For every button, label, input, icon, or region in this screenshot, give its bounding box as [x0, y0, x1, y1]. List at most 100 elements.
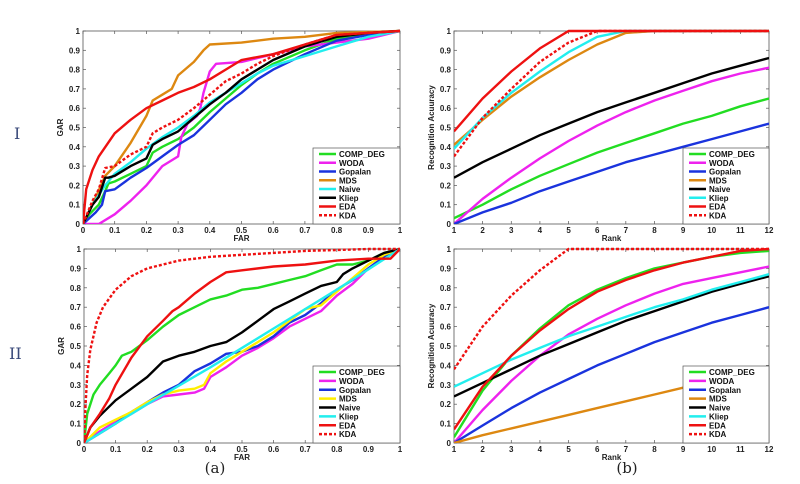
y-tick-label: 1 — [76, 27, 81, 36]
x-tick-label: 0.3 — [173, 226, 185, 235]
x-axis-label: FAR — [234, 234, 250, 243]
y-tick-label: 1 — [447, 27, 452, 36]
x-axis-label: FAR — [234, 453, 250, 462]
series-line-kda — [83, 29, 400, 224]
legend-label: Gopalan — [709, 386, 741, 395]
x-tick-label: 12 — [765, 445, 774, 454]
y-axis-label: GAR — [56, 118, 65, 136]
series-group — [454, 29, 769, 224]
x-tick-label: 0.2 — [141, 226, 153, 235]
legend-label: COMP_DEG — [709, 368, 755, 377]
y-tick-label: 0.1 — [70, 420, 82, 429]
x-tick-label: 0.7 — [299, 226, 311, 235]
legend-label: WODA — [339, 377, 365, 386]
legend-box — [312, 365, 401, 444]
series-line-gopalan — [83, 29, 400, 224]
series-line-comp-deg — [454, 97, 769, 220]
x-tick-label: 5 — [566, 226, 571, 235]
plot-roc-II: 0 0.1 0.2 0.3 0.4 0.5 0.6 0.7 0.8 0.9 1 0 0.1 0.2 0.3 0… — [57, 245, 403, 462]
legend-label: KDA — [339, 211, 357, 220]
y-tick-label: 0.9 — [69, 46, 81, 55]
y-tick-label: 0 — [447, 439, 452, 448]
y-tick-label: 0.3 — [440, 162, 452, 171]
series-line-kda — [454, 29, 769, 158]
y-tick-label: 0.6 — [440, 323, 452, 332]
y-tick-label: 0.4 — [69, 143, 81, 152]
legend-label: EDA — [339, 203, 356, 212]
y-tick-label: 0.1 — [69, 201, 81, 210]
row-label-I: I — [14, 124, 20, 143]
x-tick-label: 0.9 — [363, 226, 375, 235]
y-tick-label: 0 — [76, 220, 81, 229]
y-tick-label: 0.8 — [440, 284, 452, 293]
x-tick-label: 4 — [538, 226, 543, 235]
x-tick-label: 0.7 — [300, 445, 312, 454]
legend-label: Kliep — [709, 194, 729, 203]
y-tick-label: 0.6 — [70, 323, 82, 332]
y-tick-label: 0.2 — [440, 181, 452, 190]
legend-label: KDA — [709, 211, 727, 220]
x-tick-label: 11 — [736, 445, 745, 454]
x-tick-label: 0.8 — [331, 445, 343, 454]
x-tick-label: 8 — [652, 226, 657, 235]
legend-label: KDA — [339, 430, 357, 439]
x-tick-label: 4 — [538, 445, 543, 454]
x-tick-label: 0.2 — [142, 445, 154, 454]
y-tick-label: 0.6 — [440, 104, 452, 113]
series-line-kliep — [84, 247, 400, 443]
legend-label: Gopalan — [709, 168, 741, 177]
legend-label: MDS — [709, 176, 727, 185]
plot-cmc-II: 1 2 3 4 5 6 7 8 9 10 11 1200.10.20.30.40.50.60.70.8… — [427, 245, 774, 462]
series-line-gopalan — [454, 306, 769, 443]
series-line-mds — [83, 29, 400, 224]
x-tick-label: 9 — [681, 445, 686, 454]
series-line-naive — [454, 56, 769, 179]
legend-label: Kliep — [709, 412, 729, 421]
y-tick-label: 0.8 — [70, 284, 82, 293]
x-tick-label: 9 — [681, 226, 686, 235]
y-tick-label: 0 — [447, 220, 452, 229]
y-tick-label: 0.3 — [440, 381, 452, 390]
legend-label: MDS — [339, 395, 357, 404]
x-axis-label: Rank — [602, 453, 622, 462]
y-tick-label: 0.9 — [440, 264, 452, 273]
legend-label: WODA — [709, 377, 735, 386]
series-line-comp-deg — [83, 29, 400, 224]
legend-label: Naive — [339, 404, 361, 413]
x-tick-label: 0.1 — [109, 226, 121, 235]
legend-label: Kliep — [339, 194, 359, 203]
y-tick-label: 0.2 — [70, 400, 82, 409]
legend-label: COMP_DEG — [339, 368, 385, 377]
y-tick-label: 0.3 — [70, 381, 82, 390]
x-tick-label: 11 — [736, 226, 745, 235]
x-tick-label: 0.9 — [363, 445, 375, 454]
y-tick-label: 0.2 — [69, 181, 81, 190]
legend-label: EDA — [339, 421, 356, 430]
y-tick-label: 0.9 — [70, 264, 82, 273]
legend-box — [682, 147, 770, 225]
y-tick-label: 0.4 — [440, 143, 452, 152]
x-tick-label: 12 — [765, 226, 774, 235]
x-tick-label: 10 — [707, 445, 716, 454]
x-tick-label: 0.8 — [331, 226, 343, 235]
y-tick-label: 0.8 — [440, 66, 452, 75]
y-tick-label: 0.1 — [440, 420, 452, 429]
x-tick-label: 0.5 — [236, 226, 248, 235]
x-tick-label: 10 — [707, 226, 716, 235]
y-tick-label: 0.7 — [440, 85, 452, 94]
series-line-kda — [84, 247, 400, 443]
x-tick-label: 2 — [480, 226, 485, 235]
y-tick-label: 0.2 — [440, 400, 452, 409]
y-tick-label: 0.4 — [440, 361, 452, 370]
x-tick-label: 5 — [566, 445, 571, 454]
y-tick-label: 1 — [447, 245, 452, 254]
x-tick-label: 1 — [398, 226, 403, 235]
series-line-woda — [454, 265, 769, 443]
legend-label: Kliep — [339, 412, 359, 421]
plot-roc-I: 0 0.1 0.2 0.3 0.4 0.5 0.6 0.7 0.8 0.9 1 0 0.1 0.2 0.3 0… — [56, 27, 403, 243]
series-line-woda — [454, 66, 769, 224]
legend-label: Naive — [709, 404, 731, 413]
